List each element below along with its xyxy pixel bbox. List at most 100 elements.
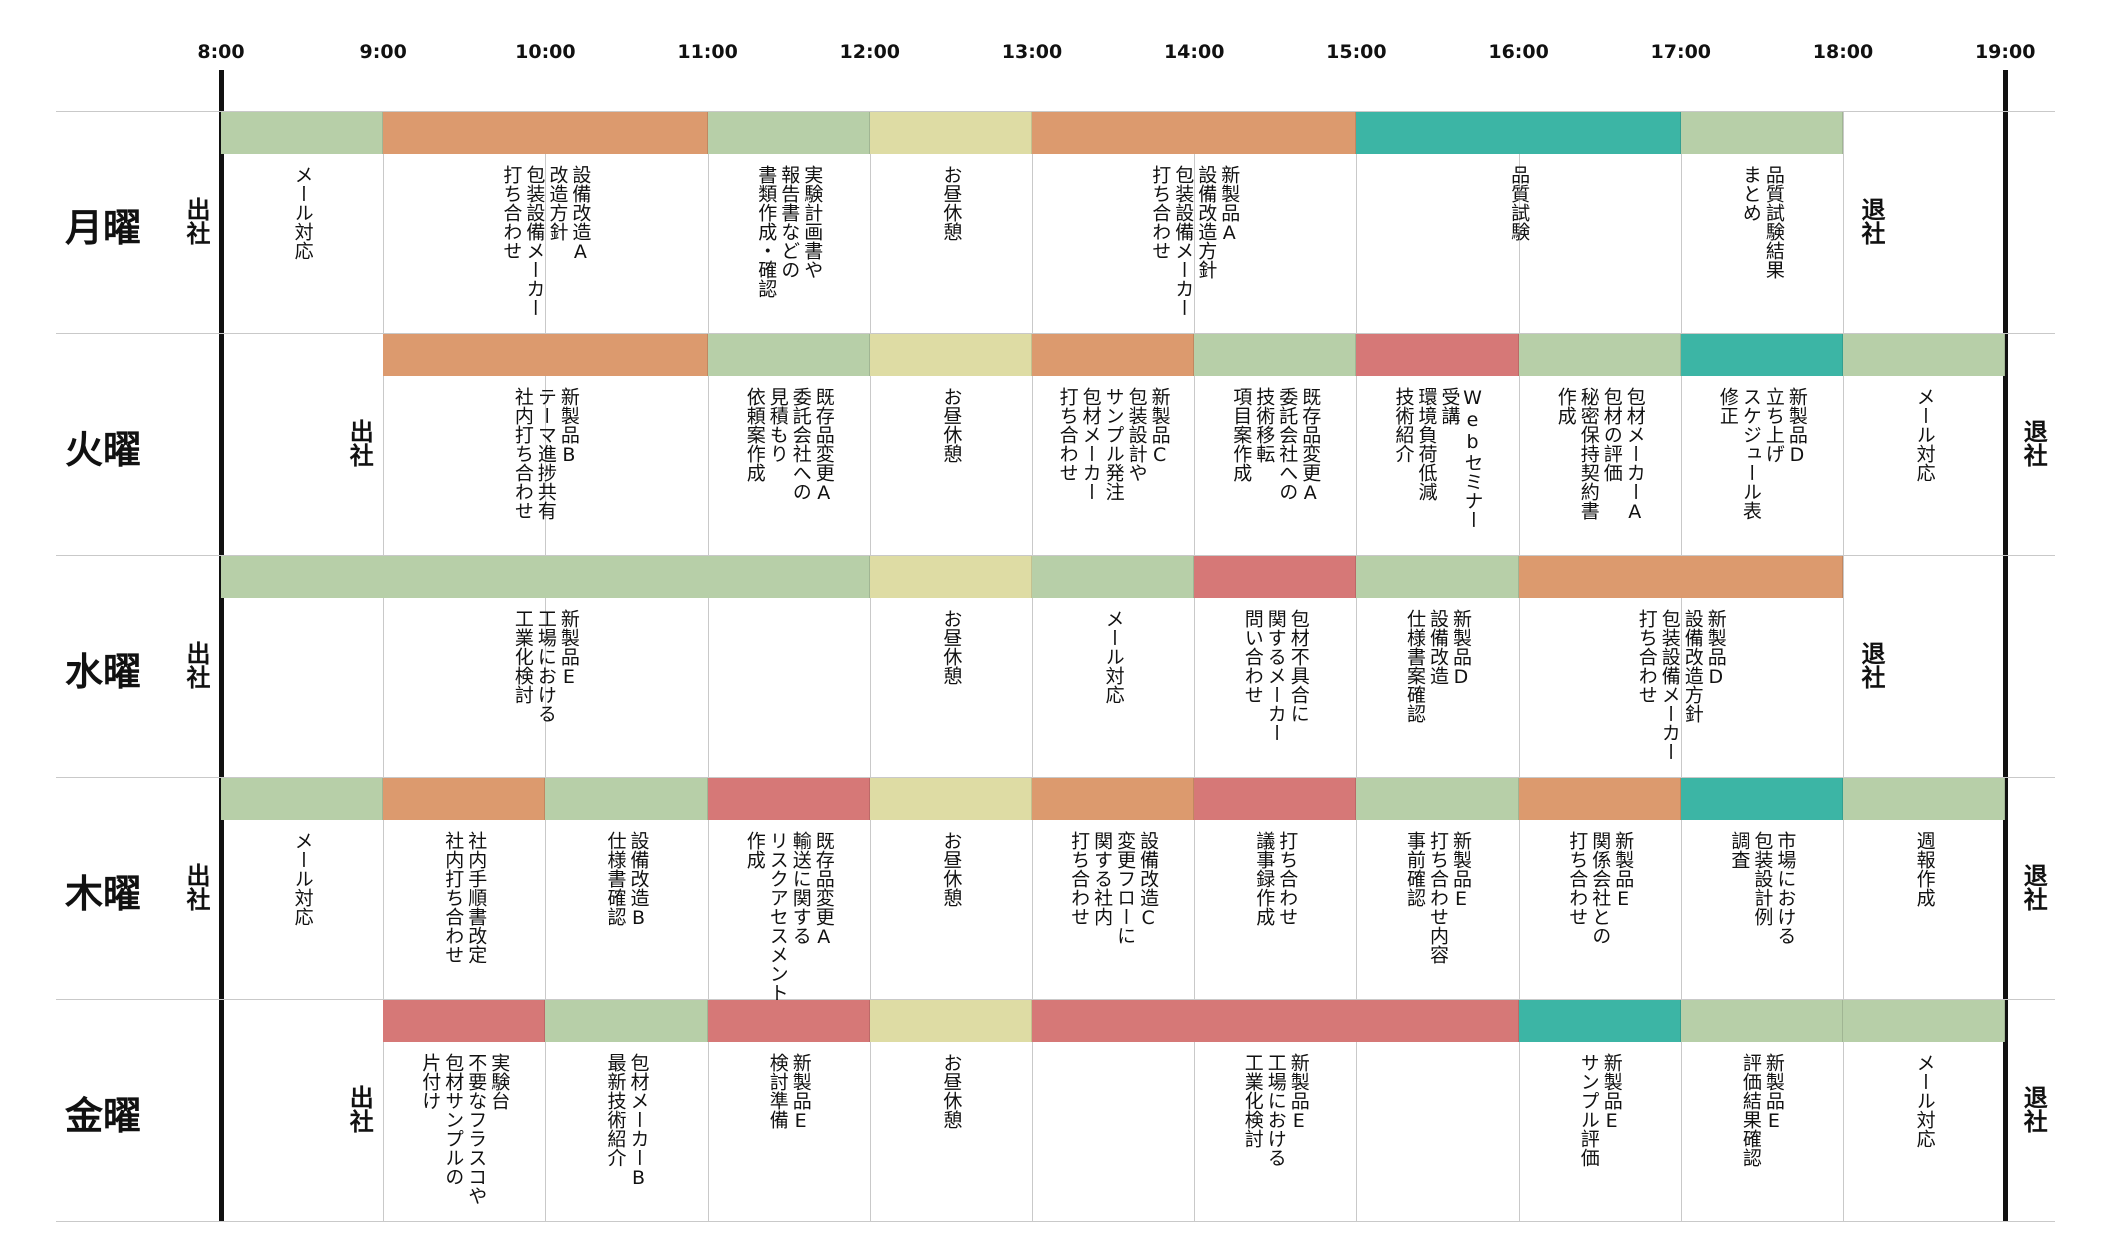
row-divider bbox=[56, 999, 2055, 1000]
hour-gridline bbox=[545, 111, 547, 1222]
hour-gridline bbox=[1680, 111, 1682, 1222]
hour-label: 9:00 bbox=[359, 41, 407, 63]
schedule-block-text: 設備改造B 仕様書確認 bbox=[604, 831, 650, 929]
schedule-block-text: メール対応 bbox=[1913, 1053, 1936, 1148]
schedule-block-text: 新製品B テーマ進捗共有 社内打ち合わせ bbox=[511, 387, 580, 520]
schedule-block-bar bbox=[869, 112, 1032, 154]
schedule-block-text: 新製品D 設備改造方針 包装設備メーカー 打ち合わせ bbox=[1635, 609, 1727, 761]
schedule-block-text: 実験台 不要なフラスコや 包材サンプルの 片付け bbox=[419, 1053, 511, 1205]
hour-label: 12:00 bbox=[839, 41, 901, 63]
arrival-label: 出社 bbox=[182, 197, 210, 245]
day-label: 月曜 bbox=[64, 206, 141, 250]
row-divider bbox=[56, 333, 2055, 334]
schedule-block-bar bbox=[1032, 556, 1195, 598]
schedule-block-text: 週報作成 bbox=[1913, 831, 1936, 907]
schedule-block-text: 社内手順書改定 社内打ち合わせ bbox=[442, 831, 488, 964]
schedule-block-bar bbox=[869, 334, 1032, 376]
day-label: 水曜 bbox=[64, 650, 141, 694]
schedule-block-bar bbox=[383, 1000, 546, 1042]
hour-label: 13:00 bbox=[1001, 41, 1063, 63]
schedule-block-bar bbox=[1032, 334, 1195, 376]
schedule-block-text: 品質試験 bbox=[1508, 165, 1531, 241]
schedule-block-text: 市場における 包装設計例 調査 bbox=[1728, 831, 1797, 945]
hour-label: 14:00 bbox=[1163, 41, 1225, 63]
departure-label: 退社 bbox=[1857, 641, 1885, 689]
schedule-block-text: 品質試験結果 まとめ bbox=[1739, 165, 1785, 279]
schedule-block-bar bbox=[1518, 556, 1843, 598]
row-divider bbox=[56, 777, 2055, 778]
schedule-block-bar bbox=[869, 778, 1032, 820]
schedule-block-bar bbox=[1680, 112, 1843, 154]
schedule-block-bar bbox=[1356, 778, 1519, 820]
schedule-block-bar bbox=[1032, 1000, 1519, 1042]
boundary-line bbox=[219, 70, 224, 1222]
schedule-block-text: 新製品E 評価結果確認 bbox=[1739, 1053, 1785, 1167]
schedule-block-text: メール対応 bbox=[291, 165, 314, 260]
schedule-block-text: Webセミナー 受講 環境負荷低減 技術紹介 bbox=[1392, 387, 1484, 529]
hour-gridline bbox=[1843, 111, 1844, 1222]
departure-label: 退社 bbox=[2019, 1085, 2048, 1133]
schedule-block-text: お昼休憩 bbox=[940, 387, 963, 463]
schedule-block-text: 新製品E 打ち合わせ内容 事前確認 bbox=[1404, 831, 1472, 964]
schedule-block-bar bbox=[221, 556, 870, 598]
arrival-label: 出社 bbox=[182, 863, 210, 911]
schedule-block-text: 既存品変更A 輸送に関する リスクアセスメント 作成 bbox=[743, 831, 835, 1002]
arrival-label: 出社 bbox=[182, 641, 210, 689]
schedule-block-text: 設備改造A 改造方針 包装設備メーカー 打ち合わせ bbox=[500, 165, 592, 317]
schedule-block-bar bbox=[1356, 334, 1519, 376]
schedule-block-bar bbox=[1518, 334, 1681, 376]
schedule-block-bar bbox=[869, 556, 1032, 598]
day-label: 木曜 bbox=[64, 872, 141, 916]
schedule-block-text: 打ち合わせ 議事録作成 bbox=[1253, 831, 1299, 926]
schedule-block-bar bbox=[1032, 778, 1195, 820]
schedule-block-bar bbox=[869, 1000, 1032, 1042]
hour-gridline bbox=[869, 111, 871, 1222]
schedule-block-text: 既存品変更A 委託会社への 見積もり 依頼案作成 bbox=[743, 387, 835, 504]
schedule-block-bar bbox=[545, 1000, 708, 1042]
schedule-block-bar bbox=[1194, 778, 1357, 820]
hour-label: 18:00 bbox=[1812, 41, 1874, 63]
departure-label: 退社 bbox=[2019, 863, 2048, 911]
schedule-block-bar bbox=[383, 334, 708, 376]
schedule-block-bar bbox=[1356, 556, 1519, 598]
schedule-block-text: 新製品E 検討準備 bbox=[766, 1053, 812, 1132]
schedule-block-text: 包材不具合に 関するメーカー 問い合わせ bbox=[1241, 609, 1310, 742]
schedule-block-text: お昼休憩 bbox=[940, 165, 963, 241]
departure-label: 退社 bbox=[1857, 197, 1885, 245]
schedule-block-bar bbox=[1843, 778, 2006, 820]
schedule-block-text: 新製品E 工場における 工業化検討 bbox=[1241, 1053, 1310, 1167]
schedule-block-text: 新製品A 設備改造方針 包装設備メーカー 打ち合わせ bbox=[1149, 165, 1241, 317]
hour-gridline bbox=[707, 111, 709, 1222]
schedule-block-bar bbox=[707, 1000, 870, 1042]
hour-label: 10:00 bbox=[515, 41, 576, 63]
schedule-block-text: メール対応 bbox=[1102, 609, 1125, 704]
schedule-block-bar bbox=[545, 778, 708, 820]
day-label: 火曜 bbox=[64, 428, 141, 472]
schedule-block-bar bbox=[1843, 1000, 2006, 1042]
schedule-block-text: 新製品E サンプル評価 bbox=[1577, 1053, 1623, 1167]
schedule-block-text: 包材メーカーA 包材の評価 秘密保持契約書 作成 bbox=[1554, 387, 1646, 523]
row-divider bbox=[56, 555, 2055, 556]
schedule-block-bar bbox=[221, 778, 384, 820]
schedule-block-text: 新製品D 立ち上げ スケジュール表 修正 bbox=[1716, 387, 1808, 520]
schedule-block-text: 実験計画書や 報告書などの 書類作成・確認 bbox=[755, 165, 824, 298]
schedule-block-text: 設備改造C 変更フローに 関する社内 打ち合わせ bbox=[1068, 831, 1160, 945]
hour-label: 8:00 bbox=[197, 41, 245, 63]
schedule-block-bar bbox=[1680, 1000, 1843, 1042]
arrival-label: 出社 bbox=[345, 419, 374, 467]
hour-gridline bbox=[1356, 111, 1358, 1222]
schedule-block-bar bbox=[1680, 334, 1843, 376]
hour-label: 19:00 bbox=[1974, 41, 2036, 63]
hour-label: 17:00 bbox=[1650, 41, 1712, 63]
row-divider bbox=[56, 1221, 2055, 1222]
hour-label: 15:00 bbox=[1326, 41, 1387, 63]
schedule-block-text: メール対応 bbox=[291, 831, 314, 926]
hour-label: 16:00 bbox=[1488, 41, 1549, 63]
schedule-block-bar bbox=[383, 778, 546, 820]
schedule-block-bar bbox=[1518, 1000, 1681, 1042]
schedule-block-bar bbox=[1518, 778, 1681, 820]
schedule-block-bar bbox=[1032, 112, 1357, 154]
schedule-block-text: お昼休憩 bbox=[940, 609, 963, 685]
schedule-block-bar bbox=[707, 334, 870, 376]
